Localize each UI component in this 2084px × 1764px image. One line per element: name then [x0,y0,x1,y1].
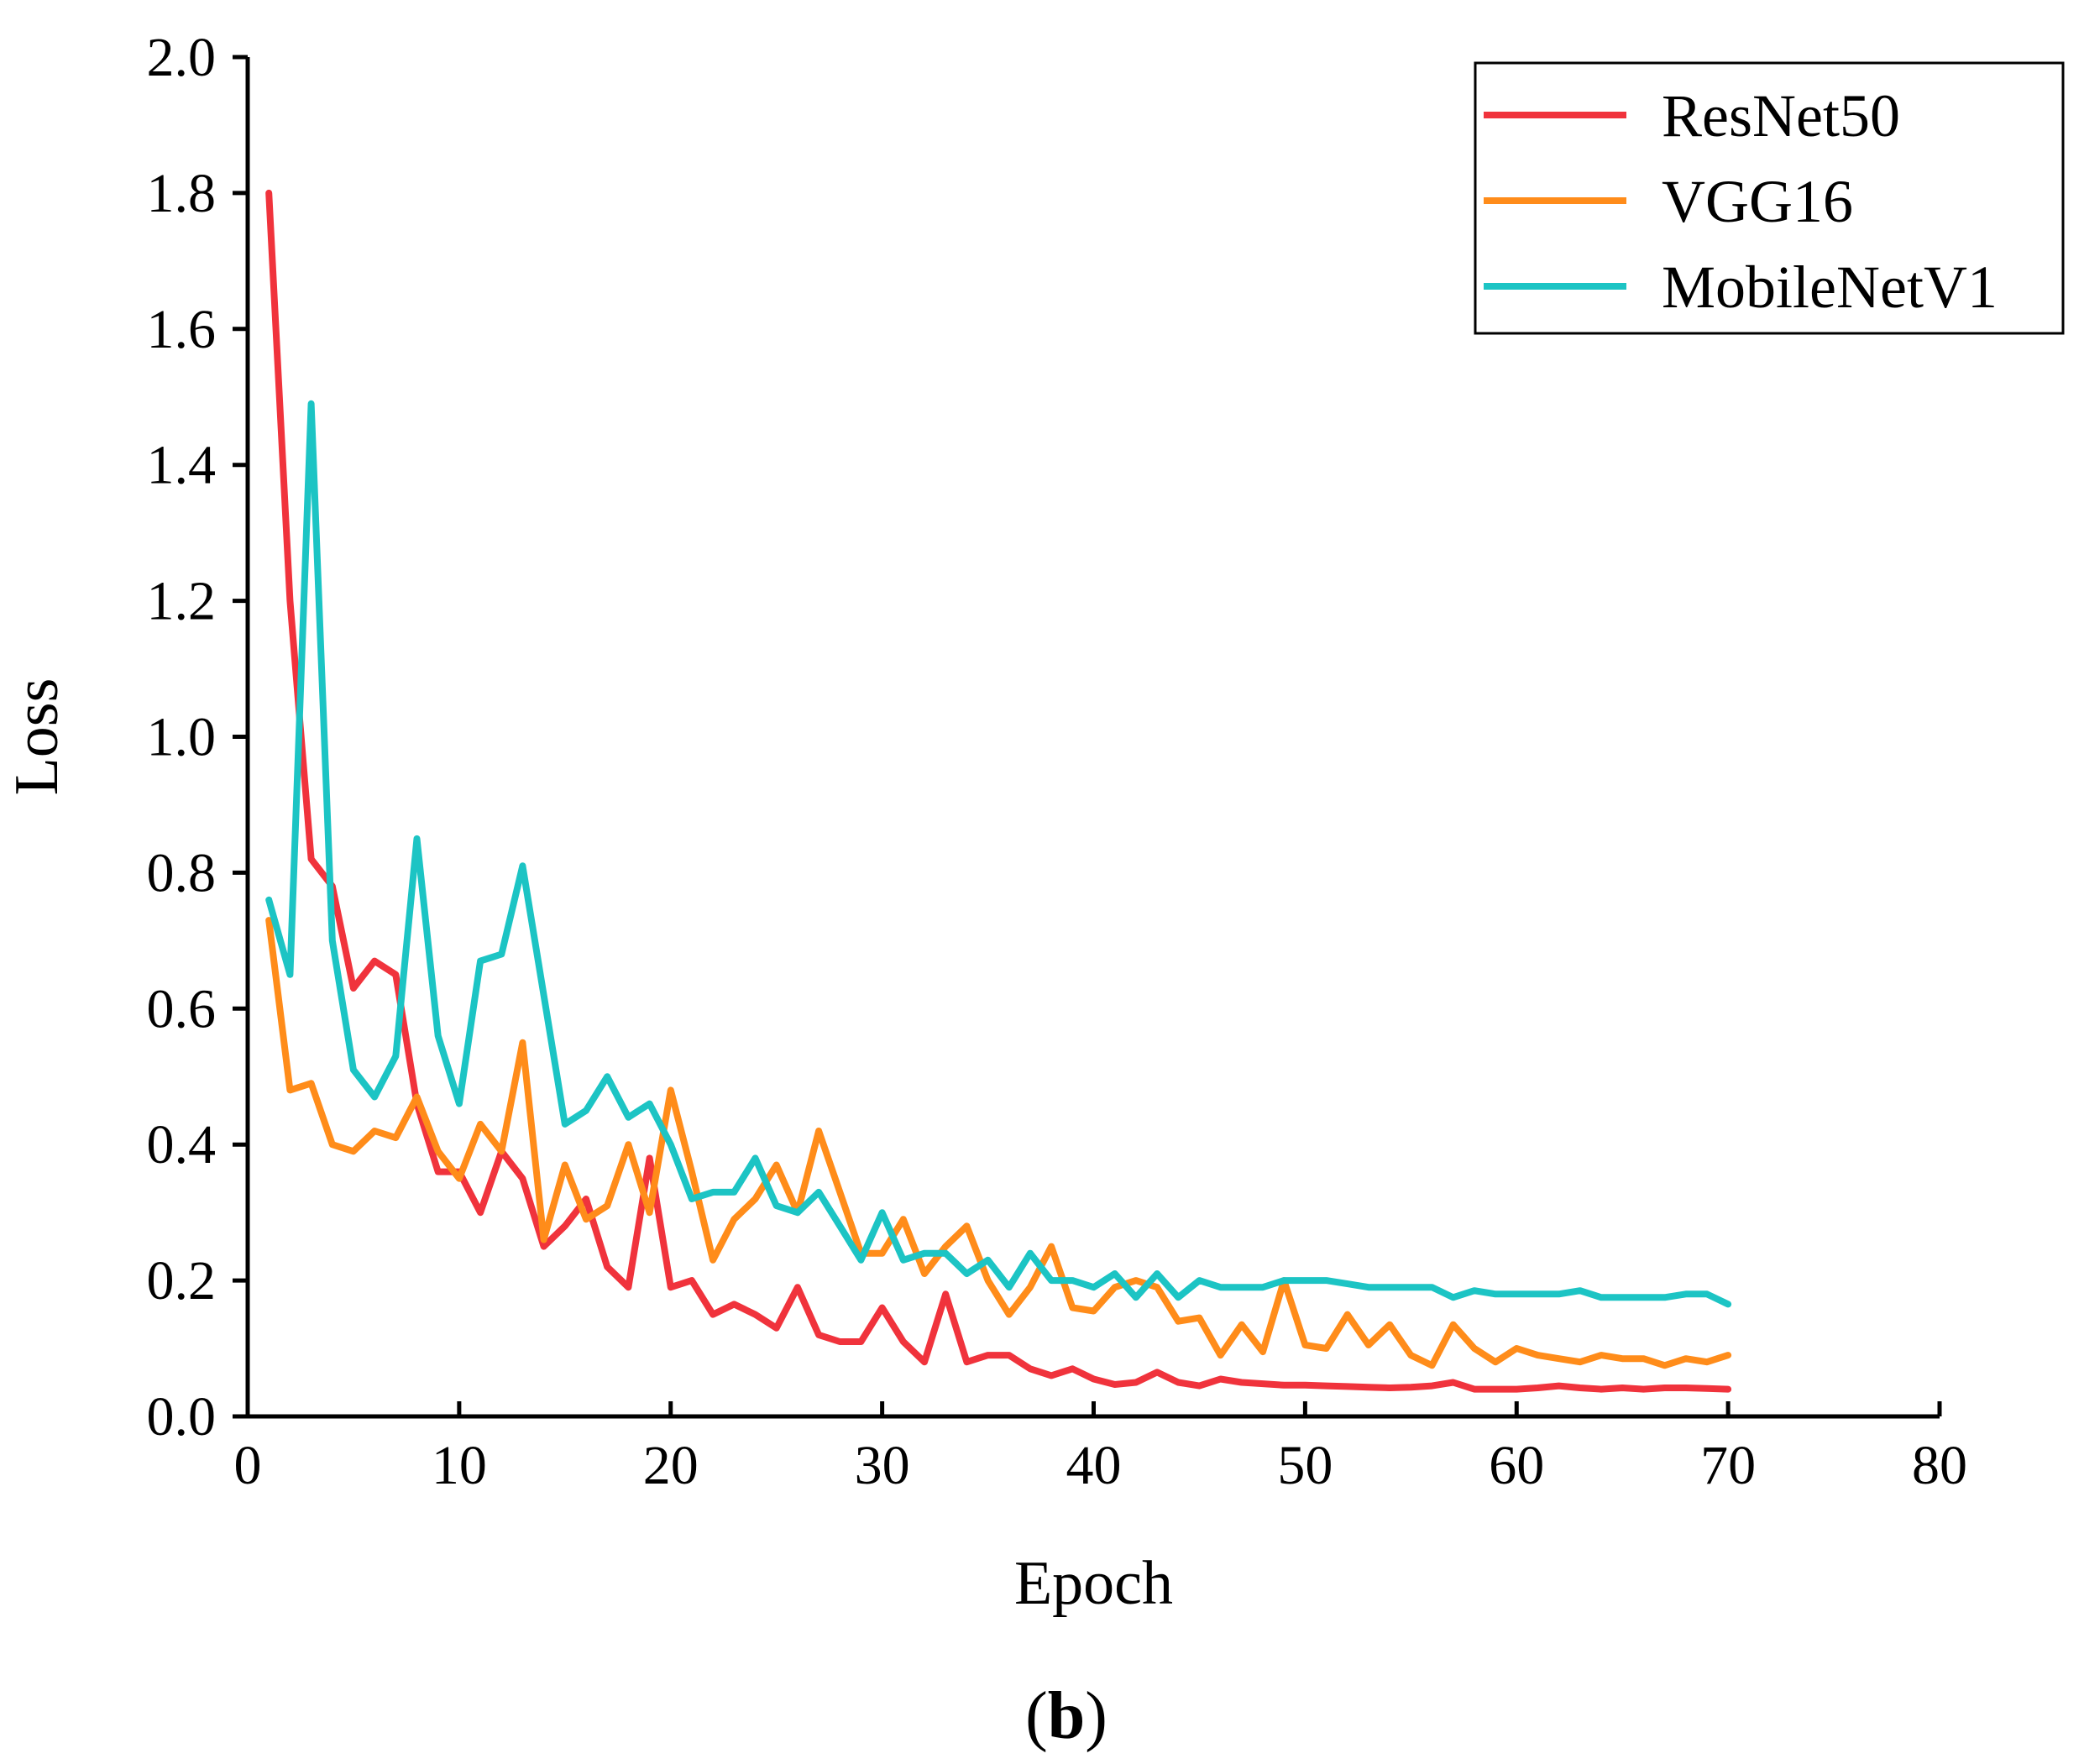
series-line-vgg16 [265,917,1732,1369]
x-tick-label: 50 [1277,1435,1333,1496]
y-tick-label: 1.4 [147,435,217,496]
panel-label-open-paren: ( [1025,1679,1048,1753]
legend-label-mobilenetv1: MobileNetV1 [1662,254,1998,321]
panel-label-letter: b [1048,1679,1086,1753]
x-axis-title: Epoch [1014,1549,1173,1618]
x-tick-label: 60 [1489,1435,1544,1496]
legend-label-resnet50: ResNet50 [1662,82,1900,149]
x-tick-label: 10 [432,1435,487,1496]
y-tick-label: 1.8 [147,163,217,224]
y-tick-label: 0.4 [147,1114,217,1175]
panel-label: (b) [1025,1679,1107,1753]
legend-label-vgg16: VGG16 [1662,168,1853,235]
y-tick-label: 1.2 [147,571,217,632]
series-layer [265,189,1732,1393]
x-tick-label: 40 [1066,1435,1122,1496]
y-tick-label: 2.0 [147,27,217,88]
y-axis-title: Loss [3,678,71,796]
y-tick-label: 0.8 [147,842,217,903]
x-tick-label: 80 [1912,1435,1967,1496]
x-tick-label: 0 [234,1435,262,1496]
x-tick-label: 30 [855,1435,910,1496]
y-tick-label: 1.0 [147,707,217,768]
legend: ResNet50 VGG16 MobileNetV1 [1474,61,2065,335]
series-line-mobilenetv1 [265,400,1732,1308]
y-tick-label: 1.6 [147,299,217,360]
x-tick-label: 20 [643,1435,699,1496]
y-tick-label: 0.6 [147,978,217,1039]
series-line-resnet50 [265,189,1732,1393]
y-tick-label: 0.2 [147,1250,217,1311]
y-tick-label: 0.0 [147,1386,217,1447]
panel-label-close-paren: ) [1085,1679,1107,1753]
ticks-layer: 0.0 0.2 0.4 0.6 0.8 1.0 1.2 1.4 1.6 1.8 2.0 0 10 20 30… [147,27,1968,1496]
x-tick-label: 70 [1700,1435,1756,1496]
